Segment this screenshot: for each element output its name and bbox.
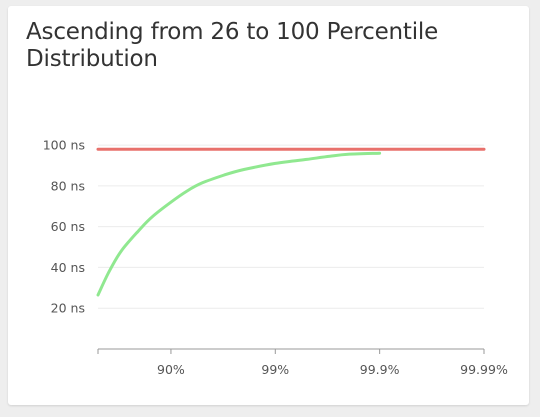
- y-tick-label: 100 ns: [43, 138, 85, 153]
- chart-plot: 20 ns 40 ns 60 ns 80 ns 100 ns 90% 99% 99.9% 99.…: [43, 138, 508, 377]
- x-tick-label: 99.9%: [360, 362, 400, 377]
- series-layer: [96, 147, 486, 297]
- chart-card: Ascending from 26 to 100 Percentile Dist…: [8, 6, 529, 405]
- y-tick-label: 80 ns: [51, 178, 85, 193]
- x-tick-label: 99.99%: [460, 362, 508, 377]
- y-tick-label: 40 ns: [51, 260, 85, 275]
- axis-layer: 20 ns 40 ns 60 ns 80 ns 100 ns 90% 99% 99.9% 99.…: [43, 138, 508, 377]
- y-tick-label: 20 ns: [51, 301, 85, 316]
- y-tick-label: 60 ns: [51, 219, 85, 234]
- x-tick-label: 99%: [261, 362, 289, 377]
- grid-layer: [98, 144, 484, 309]
- x-tick-label: 90%: [157, 362, 185, 377]
- percentile-series-line: [96, 151, 382, 297]
- chart-title: Ascending from 26 to 100 Percentile Dist…: [26, 19, 439, 72]
